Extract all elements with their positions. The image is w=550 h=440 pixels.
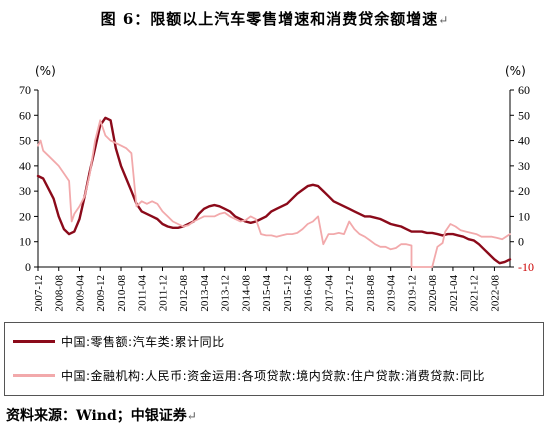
source-note: 资料来源：Wind；中银证券↵ [6, 405, 197, 425]
x-tick-label: 2012-08 [178, 275, 190, 312]
x-axis: 2007-12 2008-08 2009-04 2009-12 2010-08 2011-… [33, 266, 510, 312]
x-tick-label: 2016-08 [303, 275, 315, 312]
left-axis-unit: (%) [35, 64, 56, 78]
x-tick-label: 2019-04 [386, 275, 398, 312]
right-tick-label: 60 [518, 83, 530, 97]
x-tick-label: 2011-04 [137, 275, 149, 312]
right-axis-unit: (%) [505, 64, 526, 78]
right-tick-label: 0 [518, 235, 524, 249]
series-line-auto-retail [36, 116, 512, 265]
left-axis: 0 10 20 30 40 50 60 70 [19, 83, 39, 274]
x-tick-label: 2014-08 [240, 275, 252, 312]
left-tick-label: 40 [19, 159, 31, 173]
legend-label-auto-retail: 中国:零售额:汽车类:累计同比 [61, 335, 225, 349]
x-tick-label: 2013-12 [220, 275, 232, 312]
legend-swatch-consumer-loans [13, 374, 55, 377]
right-tick-label: -10 [518, 260, 534, 274]
right-tick-label: 10 [518, 209, 530, 223]
series-layer [36, 116, 512, 268]
x-tick-label: 2017-04 [323, 275, 335, 312]
x-tick-label: 2015-04 [261, 275, 273, 312]
legend-label-consumer-loans: 中国:金融机构:人民币:资金运用:各项贷款:境内贷款:住户贷款:消费贷款:同比 [61, 369, 485, 383]
left-tick-label: 50 [19, 134, 31, 148]
x-tick-label: 2009-04 [74, 275, 86, 312]
x-tick-label: 2008-08 [54, 275, 66, 312]
x-tick-label: 2018-08 [365, 275, 377, 312]
title-text: 图 6：限额以上汽车零售增速和消费贷余额增速 [100, 10, 439, 28]
right-tick-label: 30 [518, 159, 530, 173]
x-tick-label: 2009-12 [95, 275, 107, 312]
x-tick-label: 2017-12 [344, 275, 356, 312]
x-tick-label: 2011-12 [157, 275, 169, 311]
left-tick-label: 60 [19, 108, 31, 122]
source-text: 资料来源：Wind；中银证券 [6, 408, 187, 424]
chart-area: (%) (%) 0 10 20 30 40 50 60 70 -10 0 10 20 30 40 50 60… [19, 64, 534, 312]
x-tick-label: 2022-08 [489, 275, 501, 312]
left-tick-label: 70 [19, 83, 31, 97]
right-tick-label: 40 [518, 134, 530, 148]
x-tick-label: 2015-12 [282, 275, 294, 312]
return-mark-icon: ↵ [438, 13, 450, 27]
legend-swatch-auto-retail [13, 340, 55, 343]
right-tick-label: 50 [518, 108, 530, 122]
legend-item-auto-retail: 中国:零售额:汽车类:累计同比 [13, 333, 225, 350]
legend: 中国:零售额:汽车类:累计同比 中国:金融机构:人民币:资金运用:各项贷款:境内… [4, 322, 544, 396]
series-line-consumer-loans [37, 119, 511, 268]
legend-item-consumer-loans: 中国:金融机构:人民币:资金运用:各项贷款:境内贷款:住户贷款:消费贷款:同比 [13, 367, 485, 384]
right-tick-label: 20 [518, 184, 530, 198]
x-tick-label: 2021-04 [448, 275, 460, 312]
x-tick-label: 2021-12 [469, 275, 481, 312]
right-axis: -10 0 10 20 30 40 50 60 [509, 83, 534, 274]
x-tick-label: 2007-12 [33, 275, 45, 312]
left-tick-label: 10 [19, 235, 31, 249]
x-tick-label: 2019-12 [406, 275, 418, 312]
left-tick-label: 0 [25, 260, 31, 274]
chart-title: 图 6：限额以上汽车零售增速和消费贷余额增速↵ [0, 8, 550, 29]
return-mark-icon: ↵ [186, 409, 197, 423]
x-tick-label: 2010-08 [116, 275, 128, 312]
x-tick-label: 2013-04 [199, 275, 211, 312]
x-tick-label: 2020-08 [427, 275, 439, 312]
left-tick-label: 30 [19, 184, 31, 198]
left-tick-label: 20 [19, 209, 31, 223]
